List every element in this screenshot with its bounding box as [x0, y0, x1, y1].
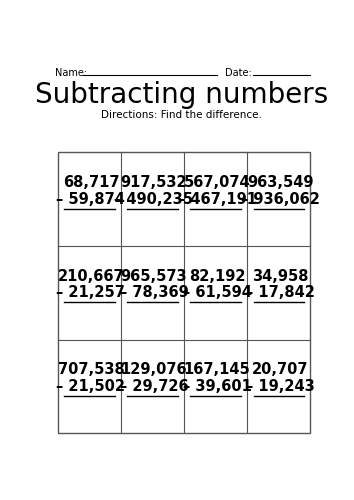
- Text: 167,145: 167,145: [184, 362, 251, 377]
- Text: 210,667: 210,667: [58, 268, 124, 283]
- Text: Name:: Name:: [55, 68, 87, 78]
- Bar: [58, 152, 310, 434]
- Text: – 21,502: – 21,502: [56, 379, 125, 394]
- Text: 20,707: 20,707: [252, 362, 308, 377]
- Text: – 490,235: – 490,235: [114, 192, 194, 206]
- Text: 707,538: 707,538: [57, 362, 124, 377]
- Text: – 467,191: – 467,191: [178, 192, 257, 206]
- Text: Directions: Find the difference.: Directions: Find the difference.: [101, 110, 262, 120]
- Text: 965,573: 965,573: [121, 268, 187, 283]
- Text: – 61,594: – 61,594: [183, 286, 252, 300]
- Text: – 39,601: – 39,601: [183, 379, 252, 394]
- Text: – 936,062: – 936,062: [241, 192, 320, 206]
- Text: – 21,257: – 21,257: [56, 286, 125, 300]
- Text: 963,549: 963,549: [247, 175, 313, 190]
- Text: – 29,726: – 29,726: [120, 379, 188, 394]
- Text: – 19,243: – 19,243: [246, 379, 315, 394]
- Text: 68,717: 68,717: [63, 175, 119, 190]
- Text: – 78,369: – 78,369: [120, 286, 188, 300]
- Text: – 17,842: – 17,842: [246, 286, 315, 300]
- Text: 567,074: 567,074: [184, 175, 250, 190]
- Text: Subtracting numbers: Subtracting numbers: [35, 80, 328, 108]
- Text: 34,958: 34,958: [252, 268, 308, 283]
- Text: – 59,874: – 59,874: [56, 192, 125, 206]
- Text: 917,532: 917,532: [121, 175, 187, 190]
- Text: Date:: Date:: [225, 68, 252, 78]
- Text: 129,076: 129,076: [121, 362, 187, 377]
- Text: 82,192: 82,192: [189, 268, 245, 283]
